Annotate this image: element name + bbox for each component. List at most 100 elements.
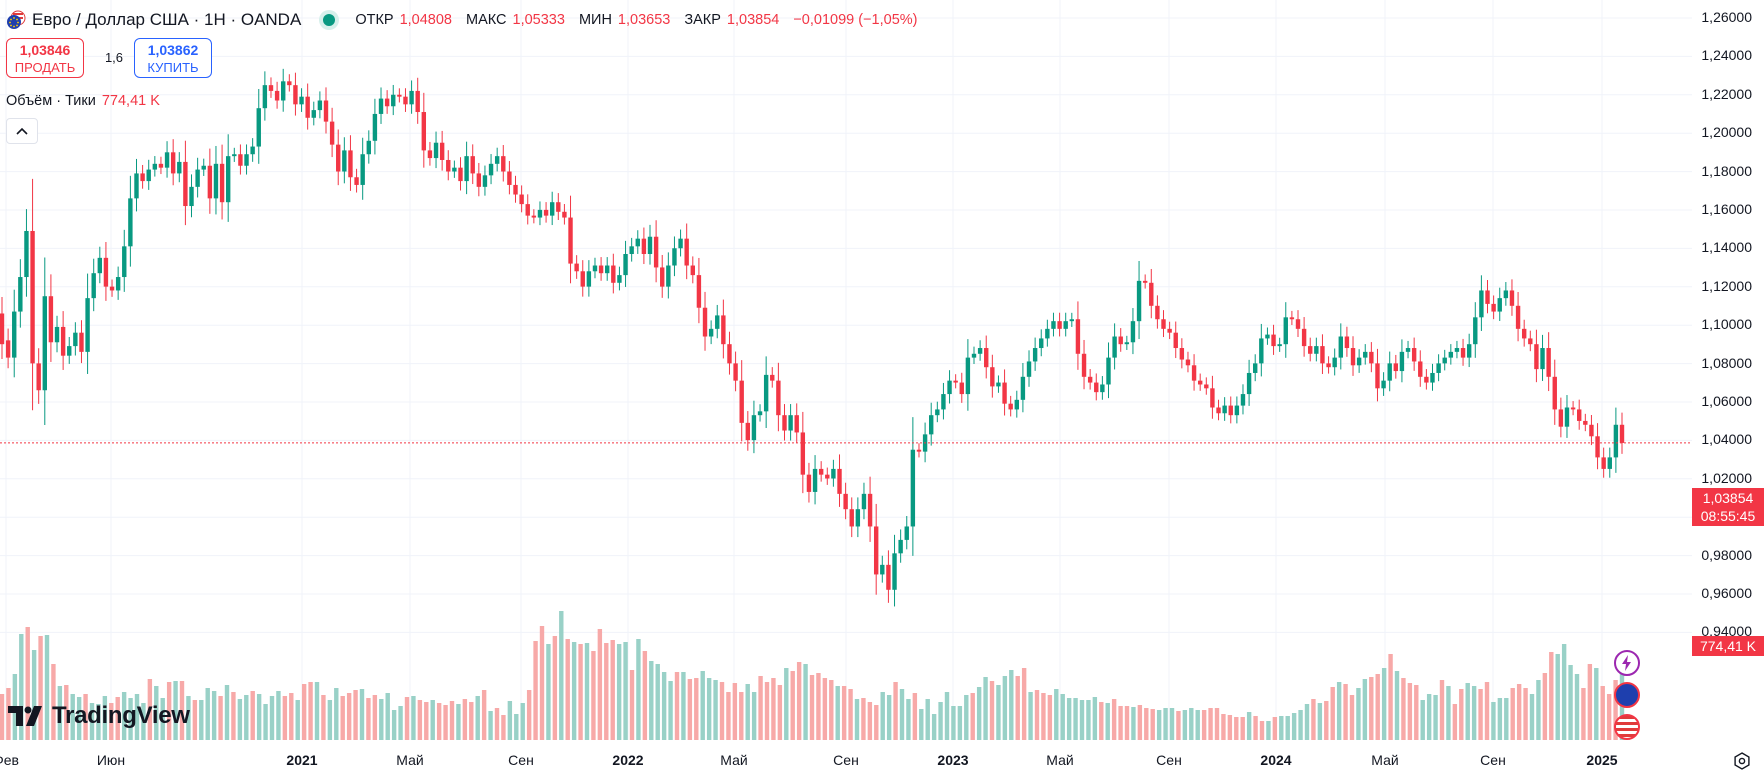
candle-up: [1497, 298, 1502, 312]
candle-down: [238, 154, 243, 166]
volume-bar: [989, 681, 995, 740]
volume-bar: [790, 671, 795, 740]
candle-up: [635, 238, 640, 247]
volume-bar: [674, 672, 680, 740]
volume-bar: [89, 703, 95, 740]
candle-down: [183, 161, 188, 207]
volume-bar: [1041, 693, 1046, 740]
us-event-icon[interactable]: [1614, 714, 1640, 740]
collapse-legend-button[interactable]: [6, 118, 38, 144]
volume-bar: [1144, 708, 1149, 740]
volume-bar: [1362, 679, 1368, 740]
volume-bar: [134, 694, 140, 740]
volume-bar: [1131, 707, 1136, 740]
candle-down: [329, 121, 335, 145]
volume-bar: [706, 678, 712, 740]
last-volume-tag: 774,41 K: [1692, 636, 1764, 656]
candle-up: [672, 248, 677, 266]
candle-down: [849, 509, 854, 527]
candle-down: [543, 209, 549, 216]
volume-bar: [1111, 699, 1117, 740]
volume-bar: [906, 699, 911, 740]
candle-down: [776, 380, 781, 416]
candle-up: [195, 169, 200, 187]
candle-up: [1014, 399, 1019, 410]
chart-settings-gear-icon[interactable]: [1733, 752, 1751, 770]
candle-up: [1363, 351, 1368, 358]
candle-up: [977, 348, 983, 354]
volume-bar: [1484, 682, 1490, 740]
last-price-tag: 1,03854 08:55:45: [1692, 488, 1764, 526]
volume-bar: [115, 697, 120, 740]
candle-up: [831, 468, 836, 479]
eu-event-icon[interactable]: [1614, 682, 1640, 708]
tradingview-logo[interactable]: TradingView: [8, 702, 190, 730]
volume-bar: [353, 690, 358, 740]
volume-bar: [231, 692, 236, 740]
volume-bar: [796, 662, 802, 740]
candle-down: [800, 432, 806, 475]
candle-down: [1295, 319, 1301, 329]
lightning-icon: [1622, 655, 1631, 671]
high-value: 1,05333: [512, 12, 565, 28]
candle-down: [916, 449, 922, 452]
candle-down: [990, 367, 995, 387]
volume-bar: [1066, 698, 1072, 740]
bar-countdown: 08:55:45: [1700, 508, 1756, 524]
candlesticks: [0, 68, 1625, 607]
volume-bar: [1195, 710, 1200, 740]
volume-bar: [308, 682, 313, 740]
candle-down: [598, 265, 604, 274]
volume-bar: [1002, 676, 1008, 740]
volume-bar: [1381, 668, 1387, 740]
volume-bar: [1587, 664, 1593, 740]
candle-down: [1142, 280, 1148, 283]
candle-down: [305, 96, 310, 118]
volume-bar: [411, 696, 416, 740]
candle-up: [623, 254, 628, 276]
volume-bar: [211, 691, 217, 740]
volume-bar: [173, 681, 178, 740]
candle-up: [177, 161, 182, 174]
candle-up: [904, 526, 909, 540]
candle-up: [1473, 317, 1478, 345]
volume-bar: [269, 696, 275, 740]
volume-bar: [719, 682, 725, 740]
volume-bar: [610, 640, 615, 740]
candle-down: [1350, 348, 1356, 366]
candle-up: [1564, 407, 1570, 427]
candle-up: [391, 94, 396, 107]
volume-bar: [745, 684, 750, 740]
time-axis-label: Май: [396, 752, 424, 768]
candle-down: [1485, 290, 1490, 304]
volume-bar: [1086, 700, 1091, 740]
candle-down: [1552, 376, 1557, 410]
volume-bar: [1047, 695, 1053, 740]
candle-up: [549, 202, 555, 216]
buy-button[interactable]: 1,03862 КУПИТЬ: [134, 38, 212, 78]
candle-up: [189, 186, 194, 207]
candle-up: [1479, 290, 1484, 318]
candle-up: [1222, 405, 1227, 414]
candle-up: [537, 209, 543, 218]
market-status-dot[interactable]: [323, 14, 336, 26]
candle-up: [281, 81, 286, 101]
chevron-up-icon: [16, 127, 28, 135]
volume-bar: [1516, 684, 1522, 740]
candle-up: [1265, 334, 1270, 339]
volume-value: 774,41 K: [101, 93, 160, 109]
candle-down: [1411, 348, 1417, 362]
time-axis-label: 2023: [937, 752, 969, 768]
candle-up: [378, 98, 384, 114]
candle-down: [1167, 328, 1172, 333]
volume-bar: [1227, 715, 1233, 740]
volume-legend[interactable]: Объём · Тики 774,41 K: [6, 93, 160, 109]
sell-button[interactable]: 1,03846 ПРОДАТЬ: [6, 38, 84, 78]
event-marker-lightning[interactable]: [1614, 650, 1640, 676]
volume-bar: [777, 685, 783, 740]
volume-bar: [1581, 688, 1586, 740]
symbol-title[interactable]: Евро / Доллар США · 1Н · OANDA: [32, 10, 302, 29]
volume-bar: [912, 693, 918, 740]
candle-up: [299, 96, 304, 105]
